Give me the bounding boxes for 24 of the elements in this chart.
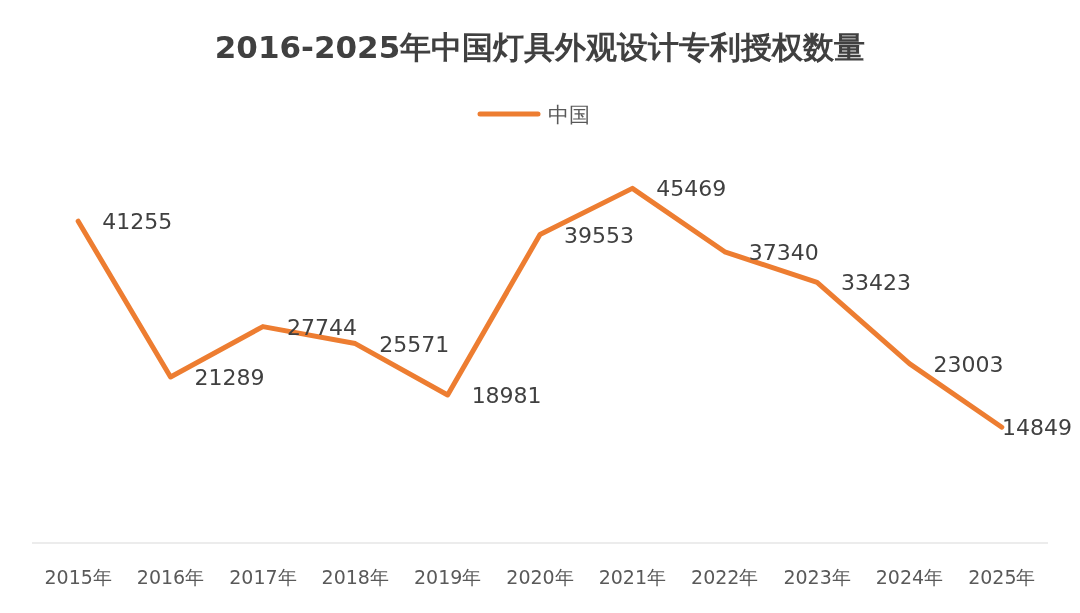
data-label: 18981 (471, 382, 542, 408)
x-tick-label: 2018年 (321, 566, 389, 588)
data-label: 33423 (841, 270, 912, 296)
x-tick-label: 2017年 (229, 566, 297, 588)
x-tick-label: 2022年 (691, 566, 759, 588)
x-tick-label: 2024年 (875, 566, 944, 588)
chart-title: 2016-2025年中国灯具外观设计专利授权数量 (214, 29, 866, 65)
x-tick-label: 2015年 (44, 566, 112, 588)
data-label: 21289 (194, 364, 265, 390)
data-label: 25571 (379, 331, 450, 357)
x-tick-label: 2021年 (598, 566, 667, 588)
legend-label: 中国 (548, 103, 590, 127)
x-tick-label: 2025年 (968, 566, 1036, 588)
data-label: 41255 (102, 209, 173, 235)
data-label: 39553 (564, 222, 634, 248)
data-label: 14849 (1002, 415, 1072, 441)
x-tick-label: 2016年 (136, 566, 205, 588)
data-label: 27744 (286, 314, 357, 340)
data-label: 23003 (933, 351, 1004, 377)
x-tick-label: 2020年 (506, 566, 574, 588)
x-tick-label: 2019年 (413, 566, 482, 588)
data-label: 45469 (656, 176, 727, 202)
data-label: 37340 (748, 239, 819, 265)
x-tick-label: 2023年 (783, 566, 851, 588)
